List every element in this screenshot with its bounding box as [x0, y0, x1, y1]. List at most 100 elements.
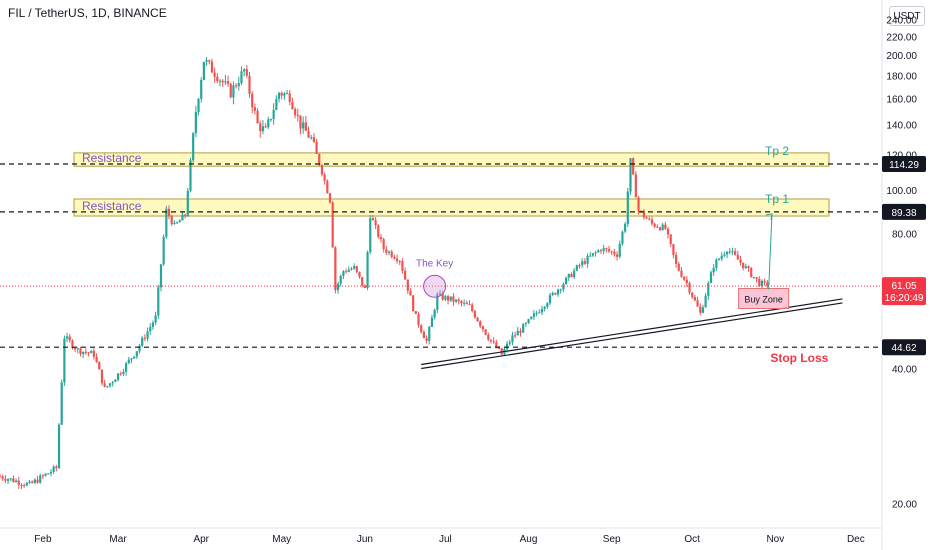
candle-body-284 — [760, 280, 764, 287]
candle-body-0 — [0, 476, 2, 478]
candle-body-224 — [599, 250, 603, 252]
candle-body-82 — [218, 80, 222, 82]
price-label-box — [882, 203, 926, 220]
candle-body-49 — [130, 358, 133, 360]
candle-body-65 — [173, 222, 176, 225]
candle-body-40 — [106, 386, 109, 388]
time-tick-label: Aug — [520, 534, 538, 545]
candle-body-76 — [202, 61, 206, 80]
candle-body-186 — [497, 347, 501, 349]
candle-body-197 — [527, 319, 530, 324]
candle-body-189 — [505, 343, 509, 350]
candle-body-28 — [74, 348, 77, 350]
last-price-value: 61.05 — [891, 281, 916, 292]
candle-body-156 — [417, 314, 420, 326]
trendline-lower — [421, 302, 843, 370]
candle-body-175 — [468, 304, 471, 306]
candle-body-103 — [275, 98, 278, 110]
candle-body-250 — [669, 234, 672, 245]
candle-body-225 — [602, 248, 605, 252]
candle-body-72 — [192, 133, 195, 161]
time-tick-label: Jun — [357, 534, 373, 545]
candle-body-112 — [299, 115, 302, 129]
candle-body-157 — [420, 325, 423, 332]
candle-body-23 — [60, 382, 63, 425]
candle-body-24 — [63, 338, 66, 383]
candle-body-106 — [283, 93, 286, 96]
candle-body-166 — [444, 296, 447, 300]
candle-body-151 — [404, 270, 407, 280]
candle-body-266 — [712, 267, 715, 273]
candle-body-59 — [157, 287, 160, 316]
candle-body-219 — [586, 256, 589, 264]
candle-body-274 — [734, 251, 737, 255]
candle-body-153 — [409, 290, 412, 296]
time-tick-label: May — [272, 534, 291, 545]
candle-body-255 — [683, 276, 686, 280]
candle-body-180 — [481, 326, 485, 330]
price-tick-label: 220.00 — [886, 32, 917, 43]
candle-body-91 — [243, 69, 246, 72]
candle-body-140 — [374, 220, 377, 226]
stop-loss-label: Stop Loss — [770, 351, 828, 365]
candle-body-252 — [674, 254, 678, 264]
candle-body-283 — [758, 278, 761, 287]
candle-body-184 — [492, 341, 495, 343]
candle-body-42 — [111, 382, 114, 384]
candle-body-5 — [12, 478, 15, 483]
candle-body-273 — [731, 251, 734, 253]
candle-body-93 — [248, 75, 251, 94]
candle-body-149 — [398, 261, 401, 263]
candle-body-71 — [189, 160, 192, 191]
candle-body-194 — [519, 330, 522, 333]
candle-body-68 — [181, 214, 184, 221]
candle-body-53 — [141, 337, 144, 346]
time-tick-label: Feb — [34, 534, 52, 545]
time-tick-label: Dec — [847, 534, 865, 545]
resistance-label-lower: Resistance — [82, 199, 142, 213]
candle-body-199 — [532, 313, 536, 317]
time-tick-label: Apr — [193, 534, 209, 545]
candle-body-45 — [119, 373, 122, 375]
candle-body-99 — [264, 126, 267, 128]
candle-body-108 — [288, 93, 291, 102]
candle-body-177 — [473, 311, 476, 318]
candle-body-237 — [634, 174, 637, 198]
candle-body-12 — [31, 481, 34, 483]
price-axis[interactable]: 240.00220.00200.00180.00160.00140.00120.… — [886, 16, 917, 511]
candle-body-232 — [621, 231, 624, 244]
time-axis[interactable]: Feb Mar Apr May Jun Jul Aug Sep Oct Nov Dec — [34, 534, 864, 545]
candle-body-51 — [135, 351, 138, 357]
price-label-text: 89.38 — [891, 208, 916, 219]
candle-body-280 — [750, 267, 753, 278]
candle-body-221 — [591, 253, 595, 256]
candle-body-214 — [573, 270, 576, 278]
candle-body-115 — [307, 130, 310, 138]
candle-body-48 — [127, 359, 130, 364]
candle-body-170 — [454, 299, 458, 302]
candle-body-7 — [17, 480, 20, 485]
candle-body-256 — [685, 279, 688, 284]
candle-body-285 — [763, 280, 766, 283]
last-price-countdown: 16:20:49 — [885, 293, 924, 304]
candle-body-64 — [170, 216, 173, 225]
currency-button[interactable]: USDT — [889, 6, 925, 26]
candle-body-226 — [605, 248, 608, 250]
candle-body-11 — [28, 481, 31, 483]
candle-body-281 — [752, 277, 756, 279]
candle-body-174 — [465, 302, 468, 305]
candle-body-129 — [344, 271, 348, 273]
candle-body-98 — [261, 126, 265, 132]
candle-body-116 — [310, 137, 313, 139]
candle-body-17 — [44, 473, 47, 476]
candle-body-162 — [433, 309, 436, 318]
candle-body-16 — [41, 475, 45, 477]
candle-body-88 — [234, 85, 238, 87]
candle-body-243 — [650, 219, 654, 224]
candle-body-217 — [581, 261, 584, 266]
candle-body-282 — [755, 277, 758, 279]
candle-body-132 — [353, 266, 356, 269]
candle-body-134 — [358, 271, 361, 278]
candle-body-125 — [334, 247, 337, 291]
